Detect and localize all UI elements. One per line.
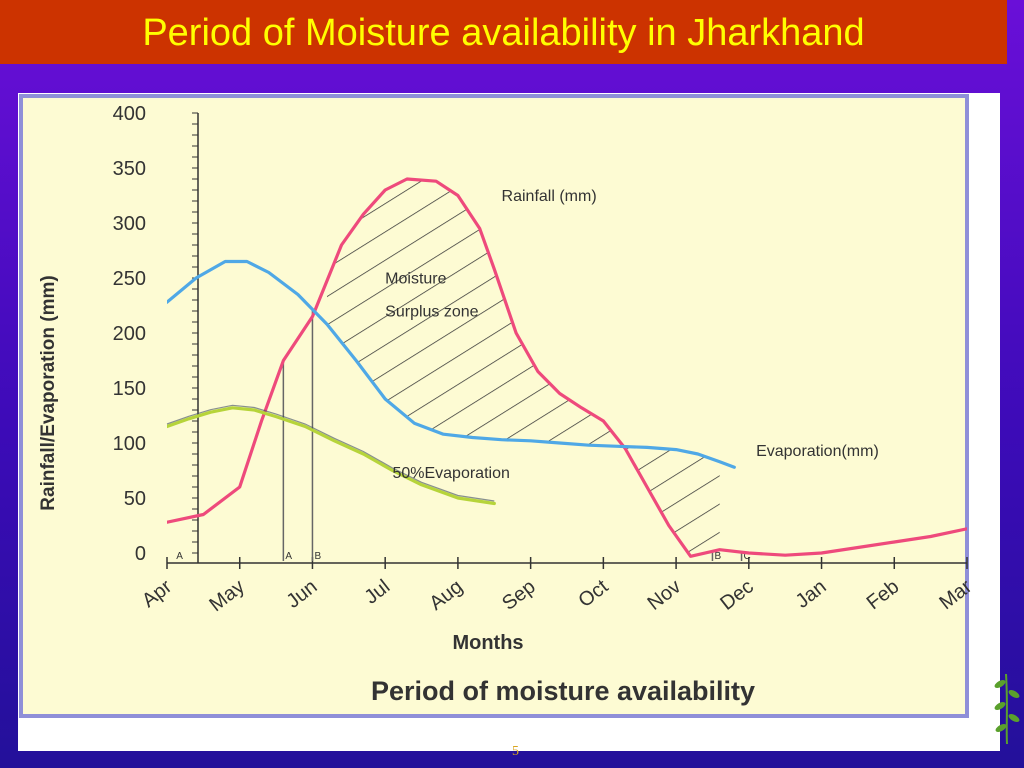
- y-tick-label: 100: [113, 433, 146, 455]
- y-tick-label: 200: [113, 323, 146, 345]
- marker-label: A: [176, 551, 183, 562]
- marker-label: B: [314, 551, 321, 562]
- chart-figure: 0 50 100 150 200 250 300 350 400 Apr May Jun Jul Aug S…: [18, 93, 1000, 751]
- leaf-decoration-icon: [994, 673, 1020, 745]
- y-tick-label: 250: [113, 268, 146, 290]
- half-evaporation-shadow: [166, 404, 495, 502]
- annotation-label: 50%Evaporation: [392, 465, 509, 482]
- slide-title: Period of Moisture availability in Jhark…: [142, 12, 865, 54]
- half-evaporation-line: [167, 406, 496, 506]
- rainfall-line: [167, 177, 967, 558]
- annotation-label: Surplus zone: [385, 304, 478, 321]
- series-layer: [166, 177, 967, 558]
- hatch-layer: [327, 179, 720, 556]
- y-tick-label: 350: [113, 158, 146, 180]
- chart-title: Period of moisture availability: [371, 676, 755, 706]
- marker-label: C: [744, 551, 751, 562]
- annotation-label: Moisture: [385, 271, 446, 288]
- y-axis-title: Rainfall/Evaporation (mm): [38, 275, 59, 510]
- y-tick-label: 150: [113, 378, 146, 400]
- evaporation-line: [167, 259, 736, 469]
- y-tick-label: 0: [135, 543, 146, 565]
- x-axis-title: Months: [452, 632, 523, 654]
- page-number: 5: [512, 744, 519, 759]
- y-tick-label: 300: [113, 213, 146, 235]
- marker-label: B: [714, 551, 721, 562]
- y-tick-label: 400: [113, 103, 146, 125]
- label-layer: Rainfall (mm) Moisture Surplus zone Evapora…: [385, 188, 879, 482]
- y-tick-label: 50: [124, 488, 146, 510]
- title-bar: Period of Moisture availability in Jhark…: [0, 0, 1007, 64]
- annotation-label: Evaporation(mm): [756, 443, 879, 460]
- marker-label: A: [285, 551, 292, 562]
- surplus-zone-hatch: [327, 179, 720, 556]
- annotation-label: Rainfall (mm): [502, 188, 597, 205]
